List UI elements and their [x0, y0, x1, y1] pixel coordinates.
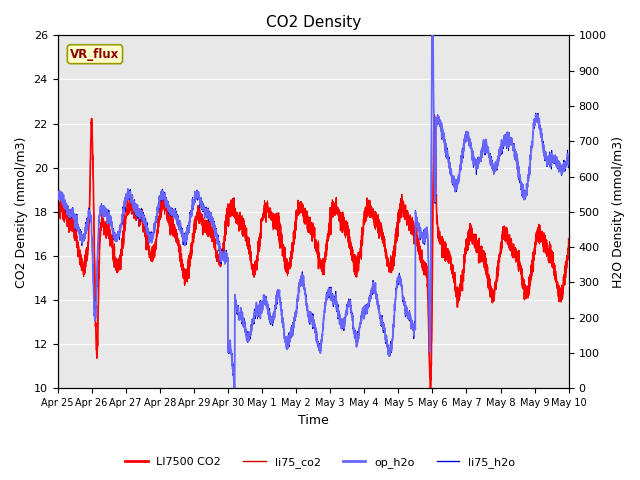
li75_co2 [272, 222, 280, 228]
Text: VR_flux: VR_flux [70, 48, 120, 60]
op_h2o [142, 225, 150, 231]
op_h2o [112, 232, 120, 238]
li75_co2 [142, 236, 150, 242]
Y-axis label: CO2 Density (mmol/m3): CO2 Density (mmol/m3) [15, 136, 28, 288]
LI7500 CO2 [250, 269, 257, 275]
LI7500 CO2 [427, 385, 435, 391]
op_h2o [565, 158, 573, 164]
LI7500 CO2 [272, 221, 280, 227]
Title: CO2 Density: CO2 Density [266, 15, 361, 30]
LI7500 CO2 [142, 239, 150, 244]
li75_h2o [500, 135, 508, 141]
li75_co2 [112, 267, 120, 273]
li75_co2 [250, 272, 257, 277]
Line: LI7500 CO2: LI7500 CO2 [58, 116, 569, 388]
LI7500 CO2 [431, 113, 438, 119]
Line: li75_co2: li75_co2 [58, 115, 569, 388]
li75_h2o [428, 33, 436, 38]
li75_co2 [555, 297, 563, 303]
op_h2o [555, 158, 563, 164]
Legend: LI7500 CO2, li75_co2, op_h2o, li75_h2o: LI7500 CO2, li75_co2, op_h2o, li75_h2o [121, 452, 519, 472]
li75_h2o [565, 161, 573, 167]
op_h2o [250, 318, 257, 324]
Line: li75_h2o: li75_h2o [58, 36, 569, 388]
LI7500 CO2 [500, 236, 508, 242]
LI7500 CO2 [565, 236, 573, 242]
op_h2o [230, 385, 238, 391]
op_h2o [54, 194, 61, 200]
op_h2o [500, 133, 508, 139]
li75_co2 [565, 236, 573, 241]
X-axis label: Time: Time [298, 414, 328, 427]
LI7500 CO2 [112, 266, 120, 272]
li75_co2 [431, 112, 438, 118]
li75_h2o [230, 385, 238, 391]
li75_h2o [250, 320, 257, 325]
li75_h2o [54, 189, 61, 195]
LI7500 CO2 [54, 219, 61, 225]
li75_co2 [427, 385, 435, 391]
Y-axis label: H2O Density (mmol/m3): H2O Density (mmol/m3) [612, 136, 625, 288]
LI7500 CO2 [555, 299, 563, 304]
li75_h2o [272, 300, 280, 306]
li75_h2o [112, 231, 120, 237]
li75_h2o [142, 227, 150, 233]
Line: op_h2o: op_h2o [58, 36, 569, 388]
op_h2o [428, 33, 436, 38]
li75_co2 [54, 218, 61, 224]
op_h2o [272, 300, 280, 305]
li75_h2o [555, 160, 563, 166]
li75_co2 [500, 235, 508, 240]
